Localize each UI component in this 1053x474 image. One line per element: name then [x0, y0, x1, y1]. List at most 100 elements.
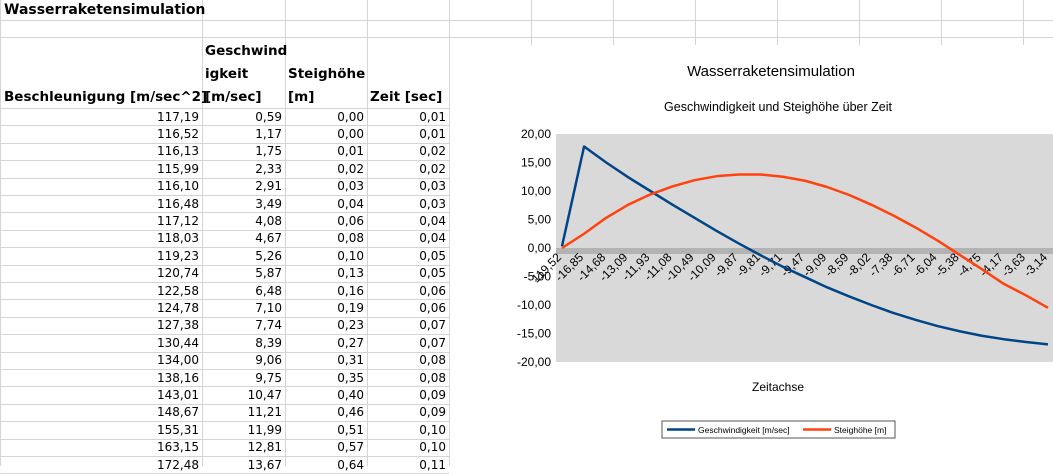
table-cell[interactable]: 0,09 [419, 405, 446, 420]
table-cell[interactable]: 117,12 [157, 213, 199, 228]
table-cell[interactable]: 2,91 [255, 179, 282, 194]
table-cell[interactable]: 0,03 [337, 179, 364, 194]
table-cell[interactable]: 0,01 [419, 109, 446, 124]
sheet-title-cell[interactable]: Wasserraketensimulation [4, 2, 206, 18]
table-cell[interactable]: 122,58 [157, 283, 199, 298]
table-cell[interactable]: 0,05 [419, 248, 446, 263]
header-height-line2[interactable]: [m] [288, 89, 315, 105]
table-cell[interactable]: 0,27 [337, 335, 364, 350]
table-cell[interactable]: 4,08 [255, 213, 282, 228]
table-cell[interactable]: 163,15 [157, 440, 199, 455]
table-cell[interactable]: 0,13 [337, 266, 364, 281]
table-cell[interactable]: 0,00 [337, 109, 364, 124]
table-cell[interactable]: 0,10 [419, 440, 446, 455]
table-cell[interactable]: 148,67 [157, 405, 199, 420]
table-cell[interactable]: 0,08 [337, 231, 364, 246]
header-time[interactable]: Zeit [sec] [370, 89, 443, 105]
table-cell[interactable]: 115,99 [157, 161, 199, 176]
table-cell[interactable]: 1,17 [255, 126, 282, 141]
table-cell[interactable]: 0,06 [419, 300, 446, 315]
table-cell[interactable]: 13,67 [247, 457, 282, 472]
table-cell[interactable]: 0,04 [337, 196, 364, 211]
table-cell[interactable]: 0,59 [255, 109, 282, 124]
series-line-speed [560, 145, 1049, 346]
table-cell[interactable]: 6,48 [255, 283, 282, 298]
table-cell[interactable]: 4,67 [255, 231, 282, 246]
table-cell[interactable]: 1,75 [255, 144, 282, 159]
table-cell[interactable]: 0,03 [419, 196, 446, 211]
legend-label-height: Steighöhe [m] [834, 425, 886, 435]
header-speed-line2[interactable]: igkeit [205, 66, 249, 82]
table-cell[interactable]: 3,49 [255, 196, 282, 211]
table-cell[interactable]: 11,99 [247, 422, 282, 437]
table-cell[interactable]: 0,03 [419, 179, 446, 194]
table-cell[interactable]: 0,35 [337, 370, 364, 385]
table-cell[interactable]: 0,08 [419, 353, 446, 368]
column-line [285, 0, 286, 466]
header-speed-line1[interactable]: Geschwind [205, 43, 288, 59]
table-cell[interactable]: 0,01 [419, 126, 446, 141]
table-cell[interactable]: 8,39 [255, 335, 282, 350]
y-tick-label: 20,00 [521, 127, 551, 141]
table-cell[interactable]: 9,75 [255, 370, 282, 385]
table-cell[interactable]: 9,06 [255, 353, 282, 368]
table-cell[interactable]: 127,38 [157, 318, 199, 333]
table-cell[interactable]: 0,05 [419, 266, 446, 281]
table-cell[interactable]: 0,10 [337, 248, 364, 263]
table-cell[interactable]: 0,19 [337, 300, 364, 315]
table-cell[interactable]: 5,87 [255, 266, 282, 281]
table-cell[interactable]: 0,02 [337, 161, 364, 176]
table-cell[interactable]: 0,01 [337, 144, 364, 159]
table-cell[interactable]: 116,52 [157, 126, 199, 141]
table-cell[interactable]: 0,40 [337, 387, 364, 402]
table-cell[interactable]: 0,04 [419, 213, 446, 228]
header-speed-line3[interactable]: [m/sec] [205, 89, 262, 105]
table-cell[interactable]: 117,19 [157, 109, 199, 124]
table-cell[interactable]: 0,02 [419, 161, 446, 176]
table-cell[interactable]: 0,11 [419, 457, 446, 472]
table-cell[interactable]: 116,48 [157, 196, 199, 211]
table-cell[interactable]: 0,08 [419, 370, 446, 385]
header-accel[interactable]: Beschleunigung [m/sec^2] [4, 89, 208, 105]
table-cell[interactable]: 0,07 [419, 335, 446, 350]
table-cell[interactable]: 0,64 [337, 457, 364, 472]
table-cell[interactable]: 0,51 [337, 422, 364, 437]
table-cell[interactable]: 0,06 [419, 283, 446, 298]
table-cell[interactable]: 0,46 [337, 405, 364, 420]
table-cell[interactable]: 0,06 [337, 213, 364, 228]
table-cell[interactable]: 116,13 [157, 144, 199, 159]
table-cell[interactable]: 124,78 [157, 300, 199, 315]
y-tick-label: 0,00 [528, 241, 552, 255]
table-cell[interactable]: 5,26 [255, 248, 282, 263]
y-tick-label: 15,00 [521, 156, 551, 170]
table-cell[interactable]: 130,44 [157, 335, 199, 350]
table-cell[interactable]: 120,74 [157, 266, 199, 281]
table-cell[interactable]: 2,33 [255, 161, 282, 176]
table-cell[interactable]: 143,01 [157, 387, 199, 402]
table-cell[interactable]: 0,10 [419, 422, 446, 437]
table-cell[interactable]: 7,10 [255, 300, 282, 315]
table-cell[interactable]: 116,10 [157, 179, 199, 194]
table-cell[interactable]: 12,81 [247, 440, 282, 455]
table-cell[interactable]: 0,23 [337, 318, 364, 333]
row-line [0, 456, 449, 457]
chart-object[interactable]: Wasserraketensimulation Geschwindigkeit … [512, 45, 1053, 466]
table-cell[interactable]: 10,47 [247, 387, 282, 402]
table-cell[interactable]: 138,16 [157, 370, 199, 385]
table-cell[interactable]: 0,31 [337, 353, 364, 368]
table-cell[interactable]: 172,48 [157, 457, 199, 472]
table-cell[interactable]: 0,02 [419, 144, 446, 159]
table-cell[interactable]: 118,03 [157, 231, 199, 246]
table-cell[interactable]: 0,57 [337, 440, 364, 455]
table-cell[interactable]: 155,31 [157, 422, 199, 437]
table-cell[interactable]: 0,07 [419, 318, 446, 333]
table-cell[interactable]: 0,00 [337, 126, 364, 141]
table-cell[interactable]: 0,16 [337, 283, 364, 298]
table-cell[interactable]: 11,21 [247, 405, 282, 420]
table-cell[interactable]: 119,23 [157, 248, 199, 263]
table-cell[interactable]: 0,04 [419, 231, 446, 246]
header-height-line1[interactable]: Steighöhe [288, 66, 366, 82]
table-cell[interactable]: 7,74 [255, 318, 282, 333]
table-cell[interactable]: 0,09 [419, 387, 446, 402]
table-cell[interactable]: 134,00 [157, 353, 199, 368]
